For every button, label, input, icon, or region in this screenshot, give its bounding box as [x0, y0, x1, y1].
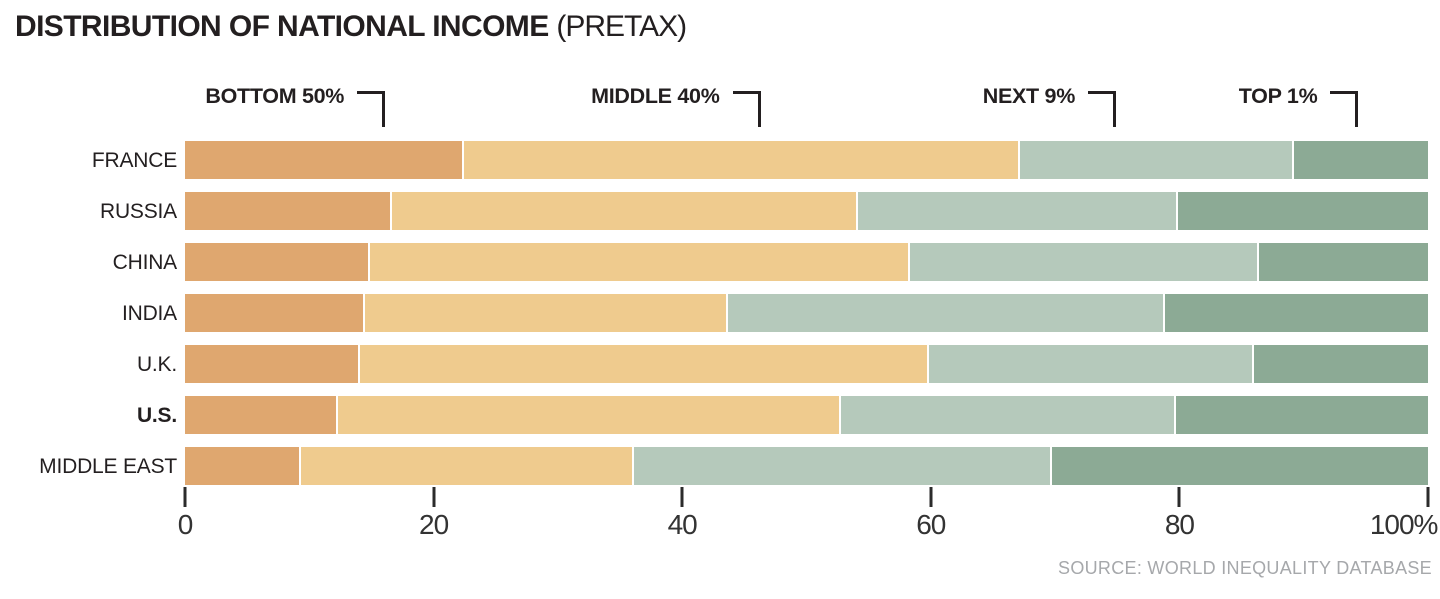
axis-tick-label: 20 — [419, 509, 449, 540]
bar-segment — [910, 243, 1257, 281]
legend-label: TOP 1% — [1238, 84, 1318, 108]
legend-bracket-icon — [732, 91, 761, 127]
bar-segment — [928, 345, 1252, 383]
bar-segment — [1294, 141, 1428, 179]
stacked-bar — [185, 345, 1429, 383]
legend: BOTTOM 50% MIDDLE 40% NEXT 9% TOP 1% — [185, 84, 1428, 134]
axis-tick-label: 80 — [1164, 509, 1195, 540]
bar-segment — [1178, 192, 1428, 230]
bar-segment — [185, 294, 364, 332]
legend-bracket-icon — [1330, 91, 1359, 127]
legend-item: MIDDLE 40% — [591, 84, 761, 127]
bar-row: U.S. — [0, 396, 1440, 434]
stacked-bar — [185, 141, 1428, 179]
bar-segment — [1253, 345, 1429, 383]
bar-segment — [300, 447, 633, 485]
bar-segment — [1258, 243, 1428, 281]
bar-segment — [370, 243, 909, 281]
axis-tick-label: 0 — [177, 509, 194, 540]
legend-bracket-icon — [1088, 91, 1117, 127]
bar-segment — [392, 192, 857, 230]
legend-label: NEXT 9% — [982, 84, 1076, 108]
bar-segment — [634, 447, 1050, 485]
chart-title-main: DISTRIBUTION OF NATIONAL INCOME — [15, 10, 549, 43]
axis-tick-label: 40 — [667, 509, 698, 540]
bar-segment — [365, 294, 727, 332]
bar-segment — [728, 294, 1163, 332]
stacked-bar — [185, 447, 1428, 485]
bar-segment — [360, 345, 927, 383]
axis-tick — [1426, 487, 1430, 507]
bar-segment — [185, 243, 369, 281]
row-label: RUSSIA — [100, 200, 177, 223]
x-axis: 0 20 40 60 80 100% — [178, 487, 1438, 547]
bar-row: MIDDLE EAST — [0, 447, 1440, 485]
axis-tick — [1177, 487, 1181, 507]
legend-item: TOP 1% — [1239, 84, 1359, 127]
bar-segment — [1175, 396, 1428, 434]
chart-title-qualifier: (PRETAX) — [556, 10, 687, 43]
bar-row: INDIA — [0, 294, 1440, 332]
bar-row: CHINA — [0, 243, 1440, 281]
legend-label: MIDDLE 40% — [591, 84, 720, 108]
bar-row: FRANCE — [0, 141, 1440, 179]
stacked-bar — [185, 294, 1428, 332]
bar-rows: FRANCE RUSSIA CHINA INDIA U.K. U.S. MIDDLE EAS… — [0, 141, 1440, 498]
row-label: CHINA — [112, 251, 178, 274]
bar-row: U.K. — [0, 345, 1440, 383]
row-label: INDIA — [121, 302, 177, 325]
row-label: U.K. — [136, 353, 177, 376]
axis-tick — [680, 487, 684, 507]
bar-segment — [185, 396, 336, 434]
bar-segment — [1051, 447, 1428, 485]
bar-segment — [185, 345, 359, 383]
legend-item: BOTTOM 50% — [205, 84, 386, 127]
legend-item: NEXT 9% — [982, 84, 1117, 127]
bar-segment — [337, 396, 839, 434]
row-label: MIDDLE EAST — [39, 455, 177, 478]
chart-title: DISTRIBUTION OF NATIONAL INCOME (PRETAX) — [15, 10, 687, 44]
stacked-bar — [185, 243, 1428, 281]
row-label: U.S. — [136, 404, 177, 427]
bar-segment — [858, 192, 1177, 230]
bar-segment — [1020, 141, 1293, 179]
bar-segment — [185, 447, 299, 485]
axis-tick-label: 60 — [916, 509, 946, 540]
legend-bracket-icon — [357, 91, 386, 127]
axis-tick-label: 100% — [1369, 509, 1439, 540]
axis-tick — [183, 487, 187, 507]
stacked-bar — [185, 192, 1428, 230]
bar-segment — [185, 192, 391, 230]
bar-segment — [464, 141, 1019, 179]
bar-segment — [840, 396, 1174, 434]
bar-segment — [185, 141, 463, 179]
axis-tick — [929, 487, 933, 507]
axis-tick — [432, 487, 436, 507]
bar-row: RUSSIA — [0, 192, 1440, 230]
stacked-bar — [185, 396, 1428, 434]
source-note: SOURCE: WORLD INEQUALITY DATABASE — [1058, 558, 1432, 578]
row-label: FRANCE — [91, 149, 177, 172]
legend-label: BOTTOM 50% — [205, 84, 345, 108]
bar-segment — [1164, 294, 1428, 332]
